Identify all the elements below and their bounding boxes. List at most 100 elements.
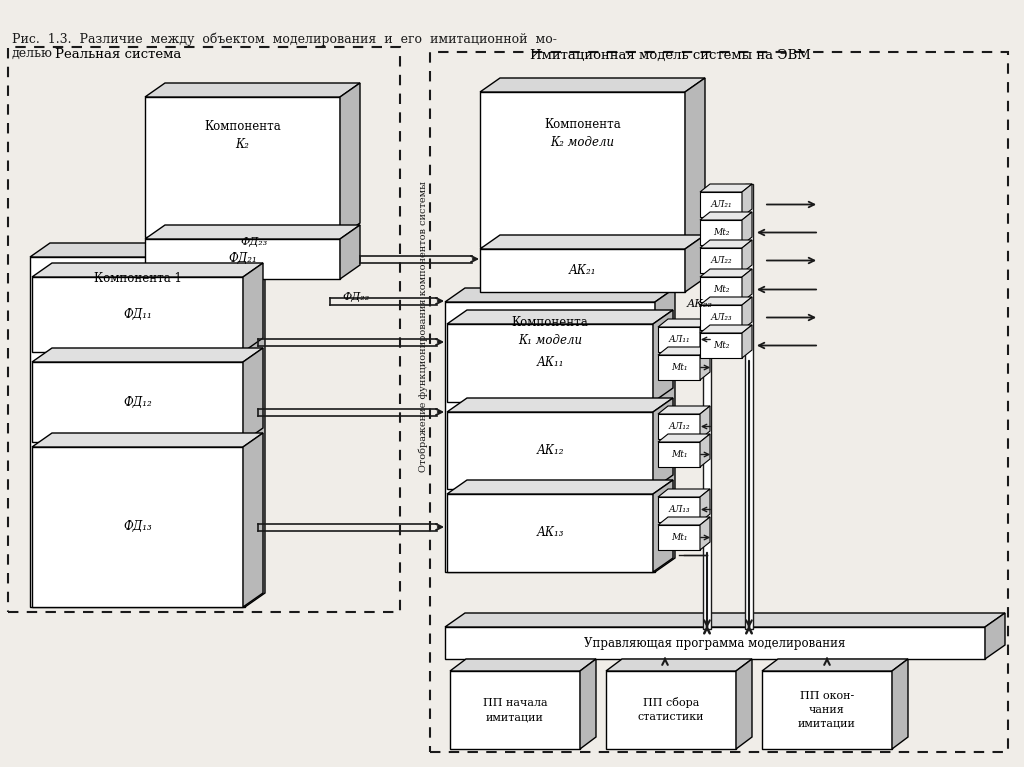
Polygon shape xyxy=(742,325,752,358)
Text: АЛ₁₂: АЛ₁₂ xyxy=(669,422,690,431)
Polygon shape xyxy=(32,277,243,352)
Polygon shape xyxy=(658,517,710,525)
Text: Имитационная модель системы на ЭВМ: Имитационная модель системы на ЭВМ xyxy=(530,48,811,61)
Polygon shape xyxy=(700,220,742,245)
Text: делью: делью xyxy=(12,47,53,60)
Polygon shape xyxy=(30,257,245,607)
Text: ФД₂₂: ФД₂₂ xyxy=(342,292,370,302)
Polygon shape xyxy=(658,525,700,550)
Text: АЛ₂₁: АЛ₂₁ xyxy=(711,200,732,209)
Polygon shape xyxy=(658,327,700,352)
Polygon shape xyxy=(653,480,673,572)
Text: Управляющая программа моделирования: Управляющая программа моделирования xyxy=(585,637,846,650)
Polygon shape xyxy=(447,412,653,489)
Polygon shape xyxy=(445,613,1005,627)
Text: АК₁₃: АК₁₃ xyxy=(537,526,564,539)
Text: Отображение функционирования компонентов системы: Отображение функционирования компонентов… xyxy=(418,182,428,472)
Polygon shape xyxy=(145,83,360,97)
Polygon shape xyxy=(653,398,673,489)
Text: К₂ модели: К₂ модели xyxy=(551,136,614,149)
Polygon shape xyxy=(700,347,710,380)
Polygon shape xyxy=(243,263,263,352)
Polygon shape xyxy=(445,288,675,302)
Polygon shape xyxy=(685,235,705,292)
Polygon shape xyxy=(580,659,596,749)
Text: К₂: К₂ xyxy=(236,139,250,152)
Text: ФД₁₂: ФД₁₂ xyxy=(123,396,152,409)
Polygon shape xyxy=(450,659,596,671)
Polygon shape xyxy=(655,288,675,572)
Polygon shape xyxy=(30,243,265,257)
Polygon shape xyxy=(658,434,710,442)
Polygon shape xyxy=(742,184,752,217)
Polygon shape xyxy=(658,414,700,439)
Polygon shape xyxy=(700,517,710,550)
Polygon shape xyxy=(700,489,710,522)
Polygon shape xyxy=(145,97,340,237)
Polygon shape xyxy=(658,319,710,327)
Polygon shape xyxy=(745,184,753,629)
Text: ПП начала: ПП начала xyxy=(482,698,547,708)
Polygon shape xyxy=(700,277,742,302)
Text: Рис.  1.3.  Различие  между  объектом  моделирования  и  его  имитационной  мо-: Рис. 1.3. Различие между объектом модели… xyxy=(12,32,557,46)
Text: ФД₁₃: ФД₁₃ xyxy=(123,521,152,534)
Polygon shape xyxy=(762,671,892,749)
Text: статистики: статистики xyxy=(638,712,705,722)
Polygon shape xyxy=(340,225,360,279)
Polygon shape xyxy=(700,184,752,192)
Polygon shape xyxy=(742,269,752,302)
Polygon shape xyxy=(762,659,908,671)
Text: Компонента: Компонента xyxy=(204,120,281,133)
Polygon shape xyxy=(658,442,700,467)
Polygon shape xyxy=(658,347,710,355)
Text: имитации: имитации xyxy=(486,712,544,722)
Polygon shape xyxy=(742,240,752,273)
Polygon shape xyxy=(447,324,653,402)
Text: Mt₁: Mt₁ xyxy=(671,450,687,459)
Polygon shape xyxy=(658,406,710,414)
Text: ФД₁₁: ФД₁₁ xyxy=(123,308,152,321)
Polygon shape xyxy=(447,398,673,412)
Polygon shape xyxy=(700,248,742,273)
Polygon shape xyxy=(892,659,908,749)
Polygon shape xyxy=(32,348,263,362)
Polygon shape xyxy=(606,659,752,671)
Polygon shape xyxy=(243,433,263,607)
Text: АЛ₁₃: АЛ₁₃ xyxy=(669,505,690,514)
Text: ПП окон-: ПП окон- xyxy=(800,691,854,701)
Polygon shape xyxy=(243,348,263,442)
Polygon shape xyxy=(32,447,243,607)
Text: АЛ₂₂: АЛ₂₂ xyxy=(711,256,732,265)
Polygon shape xyxy=(480,78,705,92)
Polygon shape xyxy=(145,239,340,279)
Polygon shape xyxy=(700,333,742,358)
Polygon shape xyxy=(606,671,736,749)
Text: АЛ₁₁: АЛ₁₁ xyxy=(669,335,690,344)
Polygon shape xyxy=(480,92,685,247)
Polygon shape xyxy=(480,249,685,292)
Polygon shape xyxy=(700,325,752,333)
Text: ФД₂₁: ФД₂₁ xyxy=(228,252,257,265)
Polygon shape xyxy=(700,305,742,330)
Polygon shape xyxy=(700,297,752,305)
Text: АЛ₂₃: АЛ₂₃ xyxy=(711,313,732,322)
Polygon shape xyxy=(742,297,752,330)
Text: Компонента: Компонента xyxy=(544,117,621,130)
Text: имитации: имитации xyxy=(798,719,856,729)
Polygon shape xyxy=(700,406,710,439)
Polygon shape xyxy=(653,310,673,402)
Polygon shape xyxy=(700,434,710,467)
Text: ФД₂₃: ФД₂₃ xyxy=(240,237,267,247)
Polygon shape xyxy=(480,235,705,249)
Text: АК₂₂: АК₂₂ xyxy=(687,299,713,309)
Polygon shape xyxy=(32,433,263,447)
Polygon shape xyxy=(447,310,673,324)
Text: Компонента 1: Компонента 1 xyxy=(93,272,181,285)
Polygon shape xyxy=(703,319,711,629)
Text: ПП сбора: ПП сбора xyxy=(643,697,699,709)
Polygon shape xyxy=(145,225,360,239)
Polygon shape xyxy=(685,78,705,247)
Polygon shape xyxy=(985,613,1005,659)
Polygon shape xyxy=(340,83,360,237)
Text: К₁ модели: К₁ модели xyxy=(518,334,582,347)
